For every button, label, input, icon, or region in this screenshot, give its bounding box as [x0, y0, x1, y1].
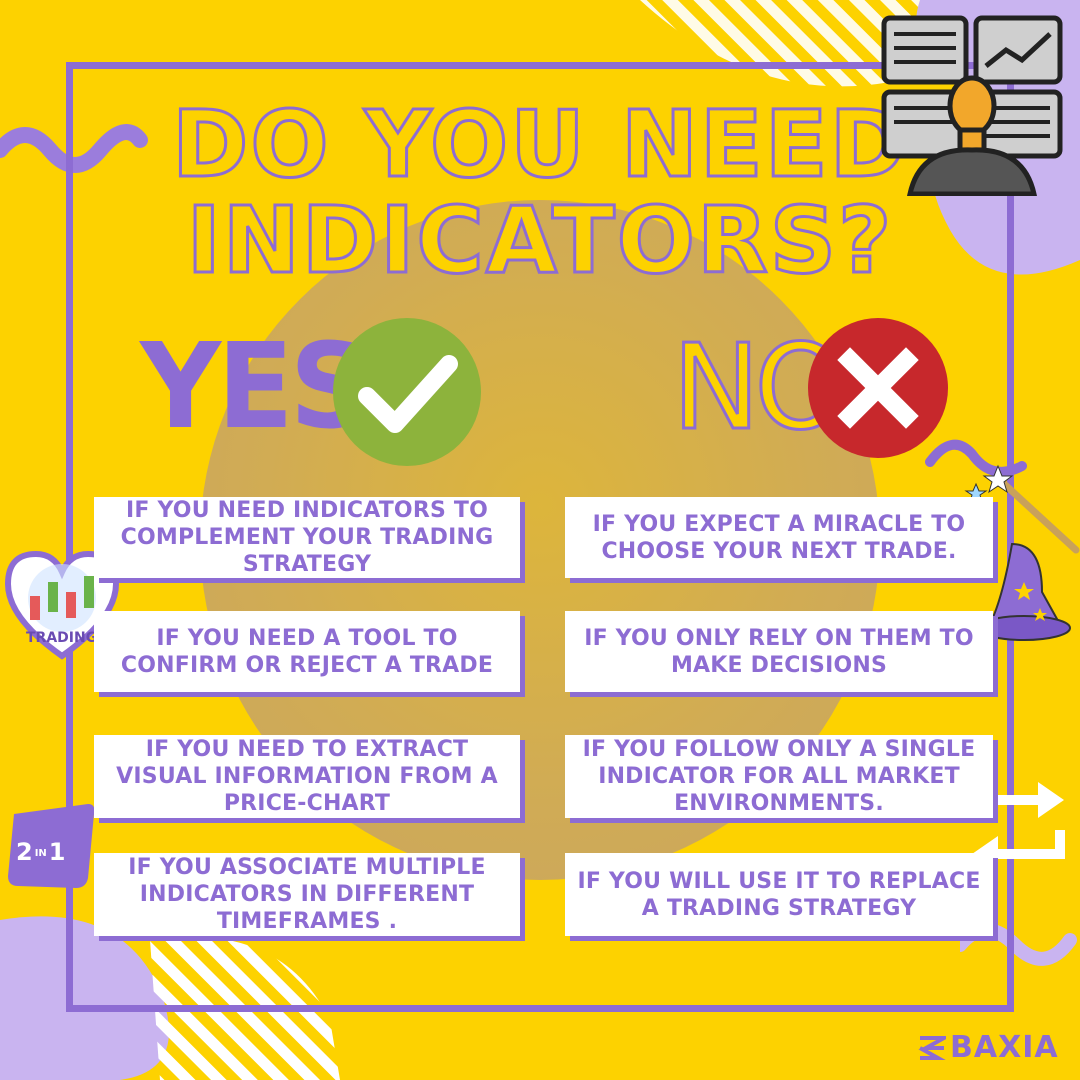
trading-heart-icon	[4, 550, 120, 660]
no-item-3: IF YOU FOLLOW ONLY A SINGLE INDICATOR FO…	[565, 735, 993, 818]
yes-item-3-text: IF YOU NEED TO EXTRACT VISUAL INFORMATIO…	[116, 737, 498, 816]
content-frame	[66, 62, 1014, 1012]
page-title-line-1: DO YOU NEED	[171, 91, 908, 198]
yes-heading: YES	[140, 318, 370, 456]
two-in-one-mid: IN	[34, 847, 47, 859]
yes-item-1-text: IF YOU NEED INDICATORS TO COMPLEMENT YOU…	[120, 498, 494, 577]
wizard-hat-wand-icon	[925, 439, 1080, 641]
no-item-4-text: IF YOU WILL USE IT TO REPLACE A TRADING …	[577, 868, 981, 921]
brand-name: BAXIA	[950, 1030, 1059, 1065]
trader-monitors-icon	[881, 15, 1063, 196]
no-item-2-text: IF YOU ONLY RELY ON THEM TO MAKE DECISIO…	[584, 625, 974, 678]
yes-item-4: IF YOU ASSOCIATE MULTIPLE INDICATORS IN …	[94, 853, 520, 936]
no-badge	[808, 318, 948, 458]
yes-badge	[333, 318, 481, 466]
no-item-2: IF YOU ONLY RELY ON THEM TO MAKE DECISIO…	[565, 611, 993, 692]
no-item-3-text: IF YOU FOLLOW ONLY A SINGLE INDICATOR FO…	[582, 737, 976, 816]
no-item-1: IF YOU EXPECT A MIRACLE TO CHOOSE YOUR N…	[565, 497, 993, 578]
yes-item-4-text: IF YOU ASSOCIATE MULTIPLE INDICATORS IN …	[128, 855, 486, 934]
trading-badge-label: TRADING	[26, 630, 98, 646]
no-item-1-text: IF YOU EXPECT A MIRACLE TO CHOOSE YOUR N…	[592, 511, 966, 564]
two-in-one-b: 1	[48, 838, 66, 866]
no-item-4: IF YOU WILL USE IT TO REPLACE A TRADING …	[565, 853, 993, 936]
yes-item-2: IF YOU NEED A TOOL TO CONFIRM OR REJECT …	[94, 611, 520, 692]
two-in-one-badge	[8, 804, 95, 888]
two-in-one-a: 2	[16, 838, 33, 866]
yes-item-2-text: IF YOU NEED A TOOL TO CONFIRM OR REJECT …	[120, 625, 494, 678]
check-icon	[358, 355, 458, 433]
x-icon	[837, 347, 919, 429]
two-in-one-text: 2 IN1	[16, 838, 66, 866]
baxia-logo-icon	[918, 1036, 946, 1060]
page-title-line-2: INDICATORS?	[185, 187, 894, 294]
yes-item-3: IF YOU NEED TO EXTRACT VISUAL INFORMATIO…	[94, 735, 520, 818]
yes-item-1: IF YOU NEED INDICATORS TO COMPLEMENT YOU…	[94, 497, 520, 578]
